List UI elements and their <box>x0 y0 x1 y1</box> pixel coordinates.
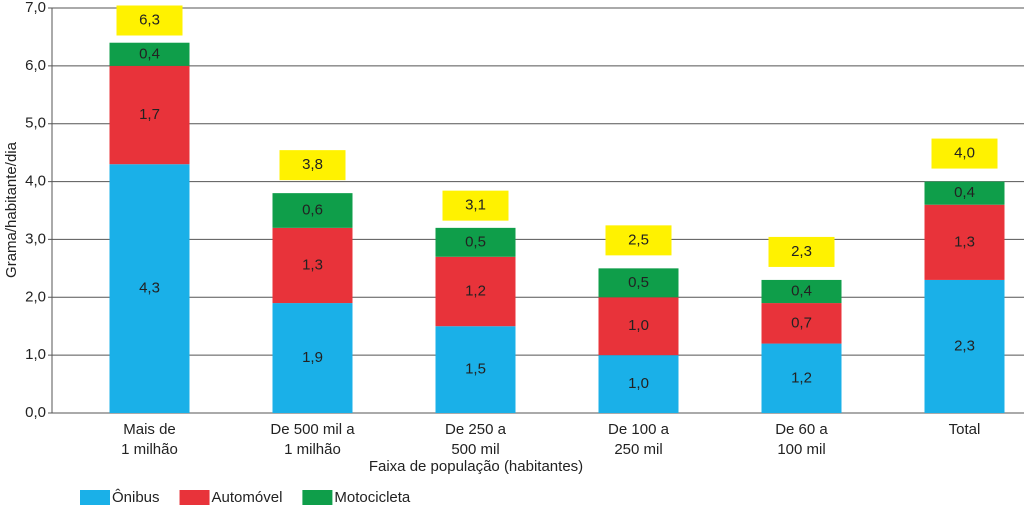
y-tick-label: 1,0 <box>25 346 46 363</box>
data-label: 0,5 <box>465 233 486 250</box>
legend-label: Ônibus <box>112 489 160 506</box>
bar-segment <box>109 65 190 165</box>
data-label: 1,0 <box>628 375 649 392</box>
total-box <box>931 138 998 169</box>
data-label: 1,3 <box>954 233 975 250</box>
data-label: 0,4 <box>139 45 160 62</box>
data-label: 1,9 <box>302 349 323 366</box>
bar-segment <box>924 181 1005 205</box>
bar-segment <box>272 303 353 413</box>
data-label: 0,4 <box>791 282 812 299</box>
bar-segment <box>435 326 516 413</box>
x-tick-label: De 100 a 250 mil <box>608 421 670 458</box>
x-tick-label: Mais de 1 milhão <box>121 421 178 458</box>
legend-label: Motocicleta <box>334 489 411 506</box>
data-label: 0,4 <box>954 184 975 201</box>
total-box <box>442 190 509 221</box>
total-box <box>605 225 672 256</box>
bar-segment <box>109 164 190 413</box>
total-label: 4,0 <box>954 145 975 162</box>
x-tick-label: De 60 a 100 mil <box>775 421 828 458</box>
total-label: 3,1 <box>465 197 486 214</box>
data-label: 0,5 <box>628 274 649 291</box>
data-label: 1,5 <box>465 361 486 378</box>
total-box <box>279 150 346 181</box>
bar-segment <box>109 42 190 66</box>
y-tick-label: 2,0 <box>25 288 46 305</box>
bar-segment <box>761 303 842 344</box>
data-label: 2,3 <box>954 337 975 354</box>
data-label: 1,3 <box>302 256 323 273</box>
bar-segment <box>761 279 842 304</box>
bar-segment <box>272 193 353 228</box>
bar-segment <box>435 227 516 257</box>
bar-segment <box>924 279 1005 413</box>
total-label: 3,8 <box>302 156 323 173</box>
bar-segment <box>435 256 516 327</box>
total-label: 6,3 <box>139 11 160 28</box>
total-label: 2,3 <box>791 243 812 260</box>
y-tick-label: 7,0 <box>25 0 46 16</box>
data-label: 1,0 <box>628 317 649 334</box>
legend-swatch <box>179 490 210 505</box>
bar-segment <box>761 343 842 413</box>
x-tick-label: Total <box>949 421 981 438</box>
total-box <box>116 5 183 36</box>
data-label: 1,7 <box>139 106 160 123</box>
data-label: 0,7 <box>791 314 812 331</box>
bar-segment <box>598 268 679 298</box>
legend-label: Automóvel <box>212 489 283 506</box>
data-label: 0,6 <box>302 201 323 218</box>
y-tick-label: 0,0 <box>25 404 46 421</box>
y-tick-label: 6,0 <box>25 57 46 74</box>
y-tick-label: 5,0 <box>25 115 46 132</box>
bar-segment <box>598 297 679 356</box>
legend-swatch <box>302 490 333 505</box>
total-label: 2,5 <box>628 231 649 248</box>
legend-swatch <box>80 490 110 505</box>
total-box <box>768 236 835 267</box>
data-label: 4,3 <box>139 280 160 297</box>
y-tick-label: 3,0 <box>25 230 46 247</box>
bar-segment <box>924 204 1005 280</box>
data-label: 1,2 <box>465 282 486 299</box>
x-tick-label: De 250 a 500 mil <box>445 421 507 458</box>
y-tick-label: 4,0 <box>25 173 46 190</box>
x-axis-title: Faixa de população (habitantes) <box>369 458 583 475</box>
bar-segment <box>598 355 679 413</box>
bar-segment <box>272 227 353 304</box>
data-label: 1,2 <box>791 369 812 386</box>
y-axis-title: Grama/habitante/dia <box>3 141 20 278</box>
